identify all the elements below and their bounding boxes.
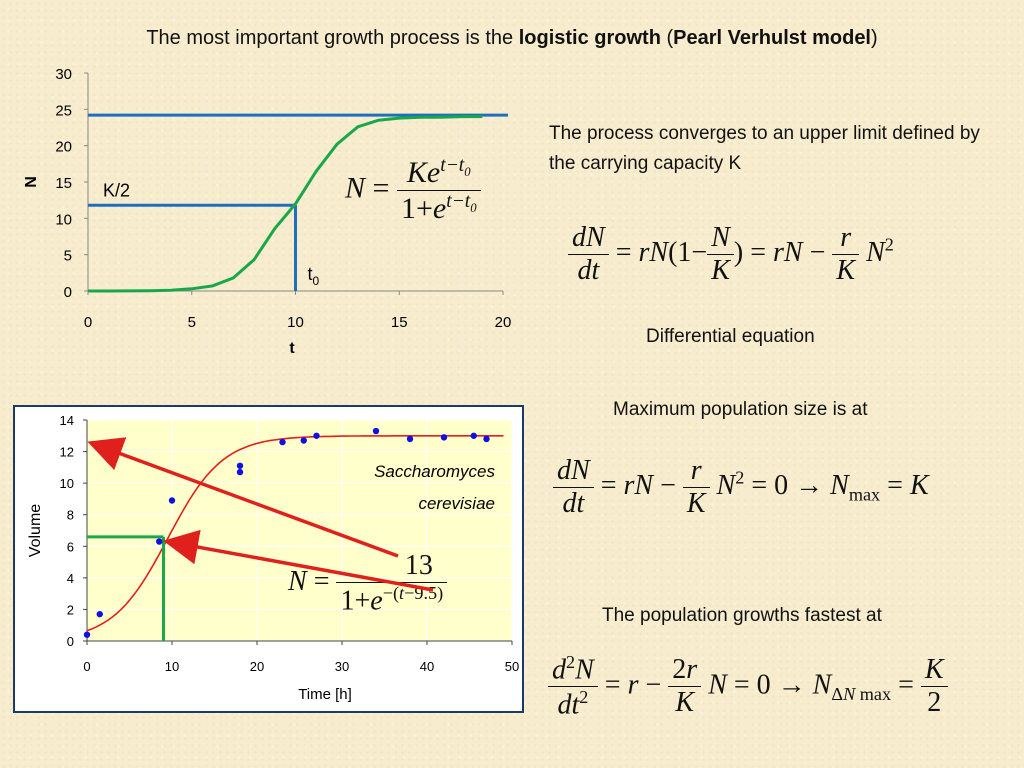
- species-label-line2: cerevisiae: [418, 494, 495, 513]
- title-bold-logistic: logistic growth: [518, 27, 661, 49]
- data-point: [470, 432, 477, 439]
- x-tick-label: 20: [495, 314, 512, 331]
- fastest-text: The population growths fastest at: [602, 605, 882, 626]
- y-tick-label: 4: [67, 571, 74, 586]
- species-label-line1: Saccharomyces: [374, 462, 495, 481]
- yeast-chart: 0 2 4 6 8 10 12 14 0 10 20 30 40 50 Time [h] Volume Sacc…: [13, 405, 524, 713]
- y-tick-label: 0: [67, 634, 74, 649]
- y-tick-label: 12: [60, 445, 74, 460]
- x-tick-label: 0: [83, 659, 90, 674]
- x-tick-label: 30: [335, 659, 349, 674]
- data-point: [83, 631, 91, 638]
- y-tick-label: 6: [67, 539, 74, 554]
- data-point: [483, 435, 490, 443]
- title-pre: The most important growth process is the: [146, 27, 519, 49]
- data-point: [236, 468, 244, 476]
- y-tick-label: 10: [55, 211, 72, 228]
- x-tick-label: 50: [505, 659, 519, 674]
- data-point: [168, 497, 176, 504]
- data-point: [300, 437, 307, 444]
- x-tick-label: 5: [188, 314, 196, 331]
- y-tick-label: 10: [60, 476, 74, 491]
- converge-text: The process converges to an upper limit …: [549, 123, 980, 174]
- data-point: [279, 438, 286, 446]
- data-point: [406, 435, 414, 443]
- data-point: [372, 427, 380, 435]
- yeast-formula: N = 13 1+e−(t−9.5): [288, 550, 448, 617]
- data-point: [440, 434, 448, 441]
- y-tick-label: 20: [55, 139, 72, 156]
- y-tick-label: 14: [60, 413, 74, 428]
- y-axis-label: Volume: [27, 504, 44, 557]
- diffeq-caption: Differential equation: [646, 326, 815, 347]
- data-point: [96, 610, 103, 618]
- data-point: [156, 538, 163, 545]
- logistic-curve: [88, 115, 483, 293]
- y-tick-label: 2: [67, 602, 74, 617]
- y-tick-label: 0: [64, 284, 72, 301]
- title-bold-model: Pearl Verhulst model: [673, 27, 871, 49]
- x-axis-label: t: [289, 340, 295, 357]
- y-tick-label: 8: [67, 508, 74, 523]
- y-tick-label: 30: [55, 66, 72, 83]
- x-tick-label: 15: [391, 314, 408, 331]
- title-post: ): [871, 27, 878, 49]
- k-half-label: K/2: [103, 180, 130, 200]
- data-point: [313, 432, 320, 439]
- logistic-formula: N = Ket−t0 1+et−t0: [345, 155, 481, 226]
- maxpop-text: Maximum population size is at: [613, 399, 868, 420]
- x-tick-label: 10: [287, 314, 304, 331]
- x-axis-label: Time [h]: [298, 686, 352, 703]
- logistic-chart: 0 5 10 15 20 25 30 0 5 10 15 20 t N K/2 t0: [23, 66, 512, 357]
- x-tick-label: 20: [250, 659, 264, 674]
- x-tick-label: 10: [165, 659, 179, 674]
- x-tick-label: 0: [84, 314, 92, 331]
- y-tick-label: 25: [55, 102, 72, 119]
- x-tick-label: 40: [420, 659, 434, 674]
- y-tick-label: 15: [55, 175, 72, 192]
- t0-label: t0: [308, 264, 320, 288]
- data-point: [236, 462, 244, 469]
- y-tick-label: 5: [64, 248, 72, 265]
- fit-curve: [86, 435, 504, 632]
- title-mid: (: [660, 27, 674, 49]
- y-axis-label: N: [23, 176, 40, 188]
- slide-title: The most important growth process is the…: [0, 27, 1024, 50]
